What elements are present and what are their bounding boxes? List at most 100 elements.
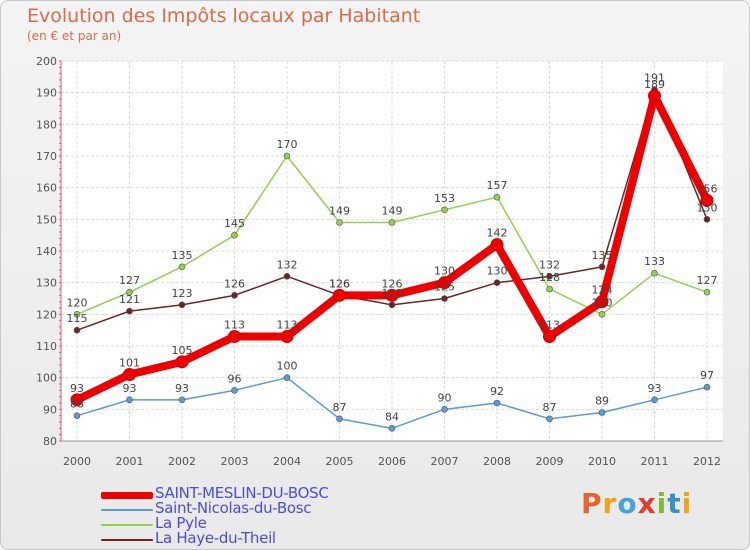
data-point-2 — [598, 311, 606, 318]
data-point-2 — [178, 263, 186, 271]
data-label-1: 100 — [277, 360, 298, 373]
data-point-3 — [283, 273, 291, 280]
data-label-2: 149 — [329, 205, 350, 218]
data-label-3: 126 — [224, 277, 245, 290]
legend-swatch — [101, 491, 153, 499]
data-point-3 — [126, 307, 133, 315]
data-label-1: 96 — [228, 372, 242, 385]
logo-letter: P — [581, 487, 603, 520]
legend-label: La Haye-du-Theil — [155, 529, 276, 547]
data-point-1 — [598, 409, 606, 416]
y-tick-label: 180 — [36, 118, 57, 131]
y-tick-label: 170 — [36, 150, 57, 163]
data-label-0: 130 — [434, 265, 455, 278]
data-label-0: 142 — [487, 227, 508, 240]
x-tick-label: 2005 — [326, 455, 354, 468]
data-point-1 — [336, 415, 343, 423]
data-label-2: 127 — [119, 274, 140, 287]
proxiti-logo: Proxiti — [581, 487, 692, 520]
data-label-2: 120 — [592, 296, 613, 309]
data-point-2 — [388, 219, 396, 226]
data-label-1: 93 — [648, 382, 662, 395]
data-label-1: 93 — [123, 382, 137, 395]
x-tick-label: 2006 — [378, 455, 406, 468]
data-point-3 — [546, 273, 553, 280]
data-label-3: 191 — [644, 72, 665, 85]
legend-swatch — [101, 508, 153, 511]
data-label-0: 93 — [70, 382, 84, 395]
data-label-1: 88 — [70, 398, 84, 411]
data-label-3: 130 — [487, 265, 508, 278]
data-label-1: 87 — [333, 401, 347, 414]
y-tick-label: 160 — [36, 182, 57, 195]
data-label-0: 113 — [277, 319, 298, 332]
y-tick-label: 110 — [36, 340, 57, 353]
data-label-3: 115 — [67, 312, 88, 325]
logo-letter: r — [602, 487, 618, 520]
data-point-1 — [126, 396, 133, 404]
data-label-0: 113 — [539, 319, 560, 332]
data-point-1 — [546, 415, 553, 423]
x-tick-label: 2011 — [641, 455, 669, 468]
data-label-1: 87 — [543, 401, 557, 414]
data-label-0: 124 — [592, 284, 613, 297]
data-label-3: 125 — [434, 281, 455, 294]
data-point-3 — [73, 326, 81, 334]
logo-letter: i — [681, 487, 693, 520]
x-tick-label: 2002 — [168, 455, 196, 468]
data-point-2 — [441, 206, 448, 214]
legend-label: SAINT-MESLIN-DU-BOSC — [155, 484, 329, 502]
data-label-3: 132 — [277, 258, 298, 271]
y-tick-label: 140 — [36, 245, 57, 258]
data-point-1 — [178, 396, 186, 404]
data-label-1: 90 — [438, 391, 452, 404]
data-label-2: 128 — [539, 271, 560, 284]
data-point-2 — [651, 269, 658, 277]
data-label-3: 123 — [382, 287, 403, 300]
data-point-3 — [178, 301, 186, 309]
y-tick-label: 200 — [36, 55, 57, 68]
data-label-2: 157 — [487, 179, 508, 192]
data-label-0: 113 — [224, 319, 245, 332]
data-label-3: 135 — [592, 249, 613, 262]
x-tick-label: 2000 — [63, 455, 91, 468]
data-label-1: 84 — [385, 410, 399, 423]
x-tick-label: 2009 — [536, 455, 564, 468]
data-point-1 — [441, 406, 448, 413]
legend-label: La Pyle — [155, 514, 207, 532]
data-point-1 — [651, 396, 658, 404]
data-label-0: 189 — [644, 78, 665, 91]
data-label-2: 127 — [697, 274, 718, 287]
data-point-2 — [126, 288, 133, 296]
data-point-2 — [493, 193, 501, 201]
x-tick-label: 2001 — [116, 455, 144, 468]
chart-title: Evolution des Impôts locaux par Habitant — [27, 5, 421, 27]
logo-letter: o — [617, 487, 638, 520]
data-label-0: 156 — [697, 182, 718, 195]
data-point-2 — [546, 285, 553, 293]
x-tick-label: 2007 — [431, 455, 459, 468]
data-label-1: 89 — [595, 395, 609, 408]
data-point-0 — [595, 295, 609, 309]
data-point-3 — [493, 279, 501, 286]
data-point-1 — [231, 387, 238, 394]
data-label-2: 170 — [277, 138, 298, 151]
x-tick-label: 2004 — [273, 455, 301, 468]
y-tick-label: 190 — [36, 87, 57, 100]
data-point-0 — [543, 330, 556, 343]
x-tick-label: 2012 — [693, 455, 721, 468]
data-point-0 — [385, 288, 399, 302]
data-point-3 — [598, 263, 606, 271]
data-label-1: 97 — [700, 369, 714, 382]
data-point-1 — [283, 374, 291, 381]
x-tick-label: 2003 — [221, 455, 249, 468]
data-label-0: 105 — [172, 344, 193, 357]
data-point-0 — [228, 330, 241, 343]
logo-letter: x — [637, 487, 657, 520]
data-point-0 — [438, 276, 451, 290]
data-label-0: 126 — [329, 277, 350, 290]
data-point-1 — [388, 425, 396, 432]
y-tick-label: 130 — [36, 277, 57, 290]
